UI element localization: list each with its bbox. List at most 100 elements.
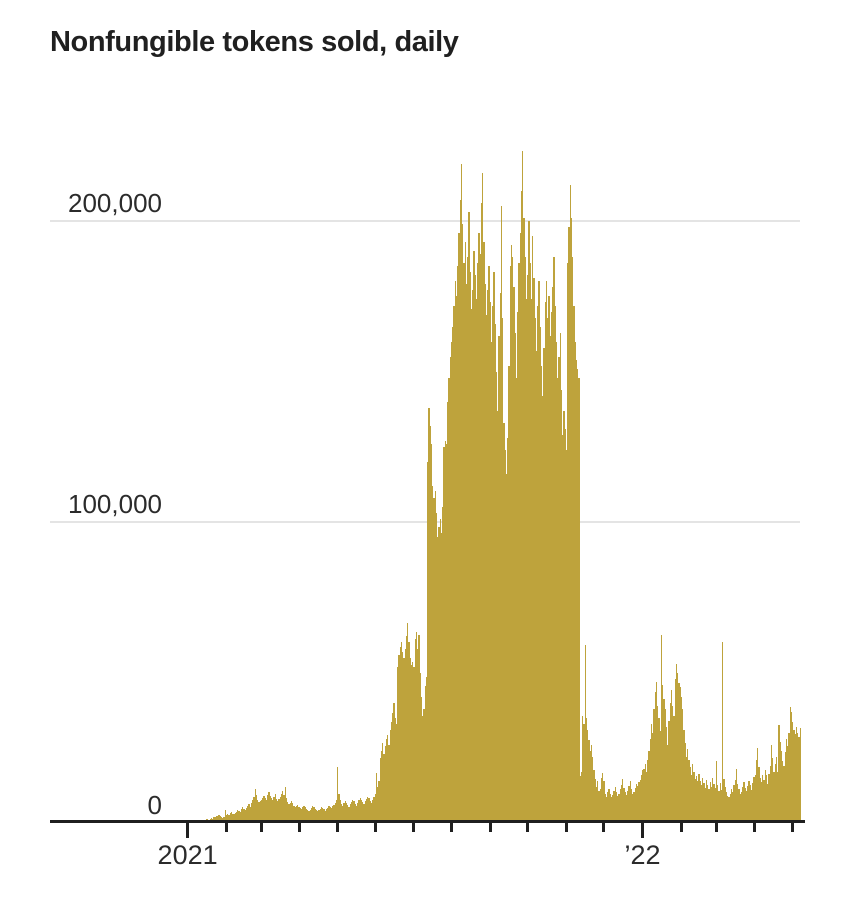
bar [632,793,634,823]
bar [595,786,597,823]
bar [285,797,287,823]
bar [260,799,262,823]
bar [729,793,731,823]
bar [773,771,775,823]
bar [570,218,572,823]
bar [430,443,432,823]
x-tick-minor [526,823,530,832]
bar [585,717,587,823]
bar [375,773,377,823]
bar [480,203,482,823]
bar [727,795,729,823]
bar [459,200,461,823]
bar [712,778,714,823]
bar [300,809,302,823]
bar [517,311,519,823]
bar [339,800,341,823]
bar [645,771,647,823]
bar [627,791,629,823]
bar [633,791,635,823]
bar [337,766,339,823]
bar [428,407,430,823]
bar [784,752,786,823]
bar [389,729,391,823]
bar [488,266,490,823]
bar [573,305,575,823]
bar [724,786,726,823]
bar [344,800,346,823]
bar [407,622,409,823]
bar [569,185,571,823]
bar [759,777,761,823]
bar [447,401,449,823]
bar [563,410,565,823]
bar [514,332,516,823]
bar [548,296,550,823]
bar [669,702,671,823]
bar [725,792,727,823]
bar [722,642,724,823]
bar [695,776,697,823]
bar [524,257,526,823]
bar [415,631,417,823]
bar [412,662,414,823]
bar [302,807,304,823]
bar [303,805,305,823]
bar [667,744,669,823]
bar [550,311,552,823]
bar [472,290,474,823]
bar [643,768,645,823]
bar [740,791,742,823]
bar [409,657,411,823]
bar [219,816,221,823]
bar [583,723,585,823]
bar [404,648,406,823]
y-axis-label: 200,000 [68,188,162,219]
bar [628,786,630,823]
x-tick-minor [450,823,454,832]
x-tick-minor [411,823,415,832]
bar [485,314,487,823]
bar [774,764,776,823]
bar [529,263,531,823]
bar [305,808,307,823]
bar [349,804,351,823]
bar [549,335,551,823]
bar [330,808,332,823]
bar [397,666,399,823]
bar [718,790,720,823]
x-tick-minor [224,823,228,832]
bar [582,716,584,823]
bar [423,708,425,823]
bar [574,341,576,823]
bar [394,717,396,823]
bar [522,150,524,823]
bar [323,809,325,823]
bar [299,807,301,823]
bar [705,780,707,823]
bar [658,717,660,823]
bar [649,738,651,823]
x-tick-minor [565,823,569,832]
bar [685,756,687,823]
bar [427,461,429,823]
bar [317,811,319,823]
bar [738,789,740,823]
bar [355,805,357,823]
bar [617,795,619,823]
chart-title: Nonfungible tokens sold, daily [50,26,459,58]
bar [413,666,415,823]
bar [662,684,664,823]
bar [588,740,590,823]
bar [440,532,442,823]
bar [452,326,454,823]
bar [795,726,797,823]
bar [438,526,440,823]
bar [314,809,316,823]
bar [758,767,760,823]
bar [753,777,755,823]
bar [292,803,294,823]
bar [634,788,636,823]
bar [788,732,790,823]
bar [577,368,579,823]
